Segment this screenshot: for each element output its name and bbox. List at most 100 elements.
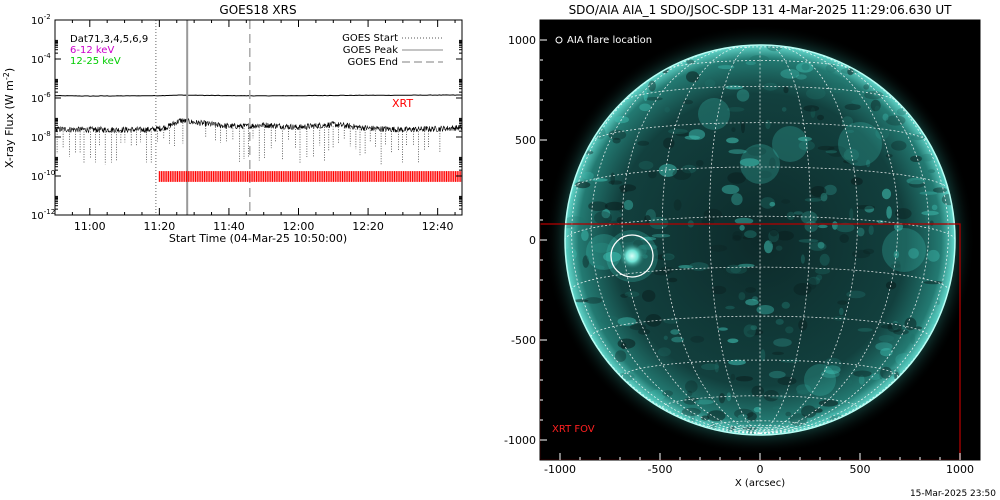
flare-brightening [619,243,645,269]
disk-feature [619,184,637,192]
disk-feature [927,249,940,262]
disk-feature [824,357,842,371]
disk-feature [741,120,745,134]
disk-feature [675,131,690,137]
disk-feature [725,85,744,90]
disk-feature [875,342,893,351]
disk-feature [643,89,648,102]
disk-feature [875,126,890,140]
footer-timestamp: 15-Mar-2025 23:50 [910,489,996,499]
disk-feature [745,287,756,293]
disk-feature [781,63,787,67]
xrt-fov-box [540,223,961,460]
disk-feature [645,97,663,101]
disk-feature [745,61,756,66]
disk-feature [874,105,880,113]
disk-feature [591,178,608,182]
disk-feature [749,55,770,65]
disk-feature [689,262,709,271]
disk-feature [895,353,914,366]
disk-feature [785,326,794,334]
disk-feature [765,119,771,130]
y-tick-label: 10-10 [31,169,55,183]
disk-feature [738,263,755,268]
disk-feature [726,137,739,144]
disk-feature [667,277,678,283]
disk-feature [737,414,748,419]
x-tick-label: 12:20 [352,220,384,233]
disk-feature [588,201,608,211]
longitude-line [759,46,899,434]
disk-feature [895,260,901,274]
disk-feature [582,255,590,268]
disk-feature [786,211,795,221]
disk-feature [629,324,647,331]
longitude-line [759,64,949,434]
disk-feature [623,199,634,211]
disk-feature [886,206,892,219]
aia-y-tick-label: 0 [529,234,536,247]
disk-feature [686,390,693,397]
aia-xlabel: X (arcsec) [735,478,785,489]
disk-feature [718,327,728,331]
latitude-line [564,215,956,241]
disk-feature [657,347,671,357]
disk-feature [649,389,666,401]
disk-feature [796,384,811,394]
disk-feature [651,233,671,238]
x-tick-label: 11:20 [144,220,176,233]
disk-feature [685,380,698,393]
disk-feature [565,223,575,229]
disk-feature [565,216,585,225]
aia-y-tick-label: -1000 [504,434,536,447]
disk-feature [921,210,939,216]
longitude-line [590,49,761,434]
disk-feature [565,247,577,261]
aia-legend: AIA flare location [555,35,652,46]
disk-feature [664,106,670,113]
disk-feature [785,411,792,417]
disk-feature [763,390,780,402]
disk-feature [637,140,650,146]
longitude-line [571,64,761,434]
disk-feature [857,328,873,332]
disk-feature [690,335,705,343]
legend-goes-end: GOES End [348,57,398,68]
goes-xrs-panel: GOES18 XRS 10-12 10-10 10-8 10-6 10-4 10-2 11:… [2,3,463,245]
disk-feature [648,170,657,179]
latitude-line [742,430,778,433]
disk-feature [608,180,623,185]
disk-feature [717,65,735,70]
disk-feature [594,211,612,225]
disk-feature [818,399,839,407]
disk-feature [852,249,871,259]
xrt-coverage-ticks [158,171,462,182]
disk-feature [864,205,875,213]
disk-feature [648,80,656,92]
disk-feature [863,84,870,90]
flare-location-circle [610,234,654,278]
disk-feature [781,199,791,204]
disk-feature [815,267,831,275]
disk-feature [638,328,651,335]
disk-feature [851,99,869,105]
latitude-line [729,426,791,432]
disk-feature [663,335,668,340]
disk-feature [880,366,893,379]
disk-feature [725,305,735,310]
disk-feature [642,289,656,302]
disk-feature [850,177,863,186]
disk-feature [727,338,739,344]
disk-feature [910,333,916,345]
disk-feature [728,149,747,155]
disk-feature [823,184,837,196]
disk-feature [573,299,589,303]
disk-feature [751,385,765,397]
disk-feature [881,188,892,200]
disk-feature [734,217,754,225]
disk-feature [581,229,589,241]
disk-feature [763,240,773,254]
disk-feature [776,230,794,241]
disk-feature [855,205,875,210]
